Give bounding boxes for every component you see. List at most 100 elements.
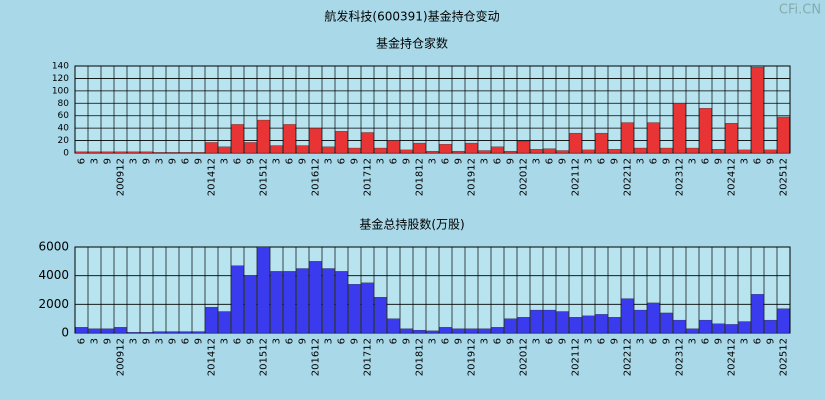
y-tick-label: 6000 xyxy=(38,240,69,254)
bar xyxy=(491,327,504,334)
bar xyxy=(88,328,101,334)
x-tick-label: 9 xyxy=(103,158,114,164)
y-tick-label: 0 xyxy=(61,326,69,340)
bar xyxy=(322,268,335,334)
bar xyxy=(621,298,634,334)
bar xyxy=(452,150,465,154)
bar xyxy=(387,318,400,334)
bar xyxy=(75,151,88,154)
x-tick-label: 9 xyxy=(402,338,413,344)
bar xyxy=(751,67,764,154)
bar xyxy=(127,332,140,334)
bar xyxy=(335,271,348,334)
x-tick-label: 3 xyxy=(324,158,335,164)
bar xyxy=(231,265,244,334)
bar xyxy=(166,331,179,334)
bar xyxy=(738,149,751,154)
page-title: 航发科技(600391)基金持仓变动 xyxy=(324,9,499,24)
x-tick-label: 6 xyxy=(233,158,244,164)
bar xyxy=(686,328,699,334)
x-tick-label: 6 xyxy=(233,338,244,344)
bar xyxy=(257,119,270,154)
x-tick-label: 3 xyxy=(584,158,595,164)
bar xyxy=(517,317,530,334)
bar xyxy=(140,332,153,334)
bar xyxy=(725,324,738,334)
x-tick-label: 201412 xyxy=(207,158,218,196)
bar xyxy=(413,142,426,154)
x-tick-label: 202312 xyxy=(675,338,686,376)
x-tick-label: 3 xyxy=(688,338,699,344)
bar xyxy=(244,142,257,154)
x-tick-label: 201512 xyxy=(259,158,270,196)
x-tick-label: 201612 xyxy=(311,338,322,376)
bar xyxy=(218,311,231,334)
bar xyxy=(777,116,790,154)
x-tick-label: 6 xyxy=(181,158,192,164)
y-tick-label: 0 xyxy=(63,149,69,159)
x-tick-label: 200912 xyxy=(116,158,127,196)
bar xyxy=(478,328,491,334)
bar xyxy=(491,146,504,154)
bar xyxy=(127,151,140,154)
x-tick-label: 202012 xyxy=(519,158,530,196)
x-tick-label: 3 xyxy=(220,338,231,344)
chart-title: 基金持仓家数 xyxy=(376,36,448,51)
y-tick-label: 20 xyxy=(58,136,70,146)
bar xyxy=(75,327,88,334)
x-tick-label: 3 xyxy=(272,158,283,164)
x-tick-label: 202212 xyxy=(623,158,634,196)
x-tick-label: 3 xyxy=(129,338,140,344)
bar xyxy=(270,271,283,334)
bar xyxy=(426,150,439,154)
x-tick-label: 3 xyxy=(155,338,166,344)
bar xyxy=(582,315,595,334)
x-tick-label: 3 xyxy=(584,338,595,344)
x-tick-label: 3 xyxy=(90,338,101,344)
x-tick-label: 6 xyxy=(441,338,452,344)
bar xyxy=(517,141,530,154)
x-tick-label: 9 xyxy=(558,338,569,344)
bar xyxy=(634,309,647,334)
y-tick-label: 2000 xyxy=(38,297,69,311)
x-tick-label: 6 xyxy=(181,338,192,344)
x-tick-label: 3 xyxy=(428,158,439,164)
y-tick-label: 40 xyxy=(58,124,70,134)
x-tick-label: 9 xyxy=(246,158,257,164)
x-tick-label: 9 xyxy=(142,338,153,344)
bar xyxy=(543,309,556,334)
bar xyxy=(179,331,192,334)
x-tick-label: 202512 xyxy=(779,338,790,376)
x-tick-label: 9 xyxy=(402,158,413,164)
bar xyxy=(478,150,491,154)
bar xyxy=(400,328,413,334)
x-tick-label: 6 xyxy=(77,338,88,344)
bar xyxy=(530,309,543,334)
watermark: CFi.CN xyxy=(779,3,821,18)
bar xyxy=(335,131,348,154)
x-tick-label: 6 xyxy=(337,338,348,344)
x-tick-label: 9 xyxy=(142,158,153,164)
bar xyxy=(426,330,439,334)
y-tick-label: 140 xyxy=(52,62,69,72)
bar xyxy=(608,317,621,334)
x-tick-label: 3 xyxy=(480,158,491,164)
x-tick-label: 9 xyxy=(246,338,257,344)
bar xyxy=(673,319,686,334)
x-tick-label: 3 xyxy=(740,338,751,344)
x-tick-label: 3 xyxy=(376,338,387,344)
y-tick-label: 60 xyxy=(58,111,70,121)
x-tick-label: 6 xyxy=(285,338,296,344)
x-tick-label: 201612 xyxy=(311,158,322,196)
x-tick-label: 6 xyxy=(597,338,608,344)
x-tick-label: 6 xyxy=(545,338,556,344)
bar xyxy=(296,145,309,154)
bar xyxy=(348,284,361,334)
bar xyxy=(374,297,387,334)
x-tick-label: 9 xyxy=(610,158,621,164)
bar xyxy=(647,302,660,334)
x-tick-label: 9 xyxy=(350,158,361,164)
bar xyxy=(309,127,322,154)
bar xyxy=(192,152,205,154)
